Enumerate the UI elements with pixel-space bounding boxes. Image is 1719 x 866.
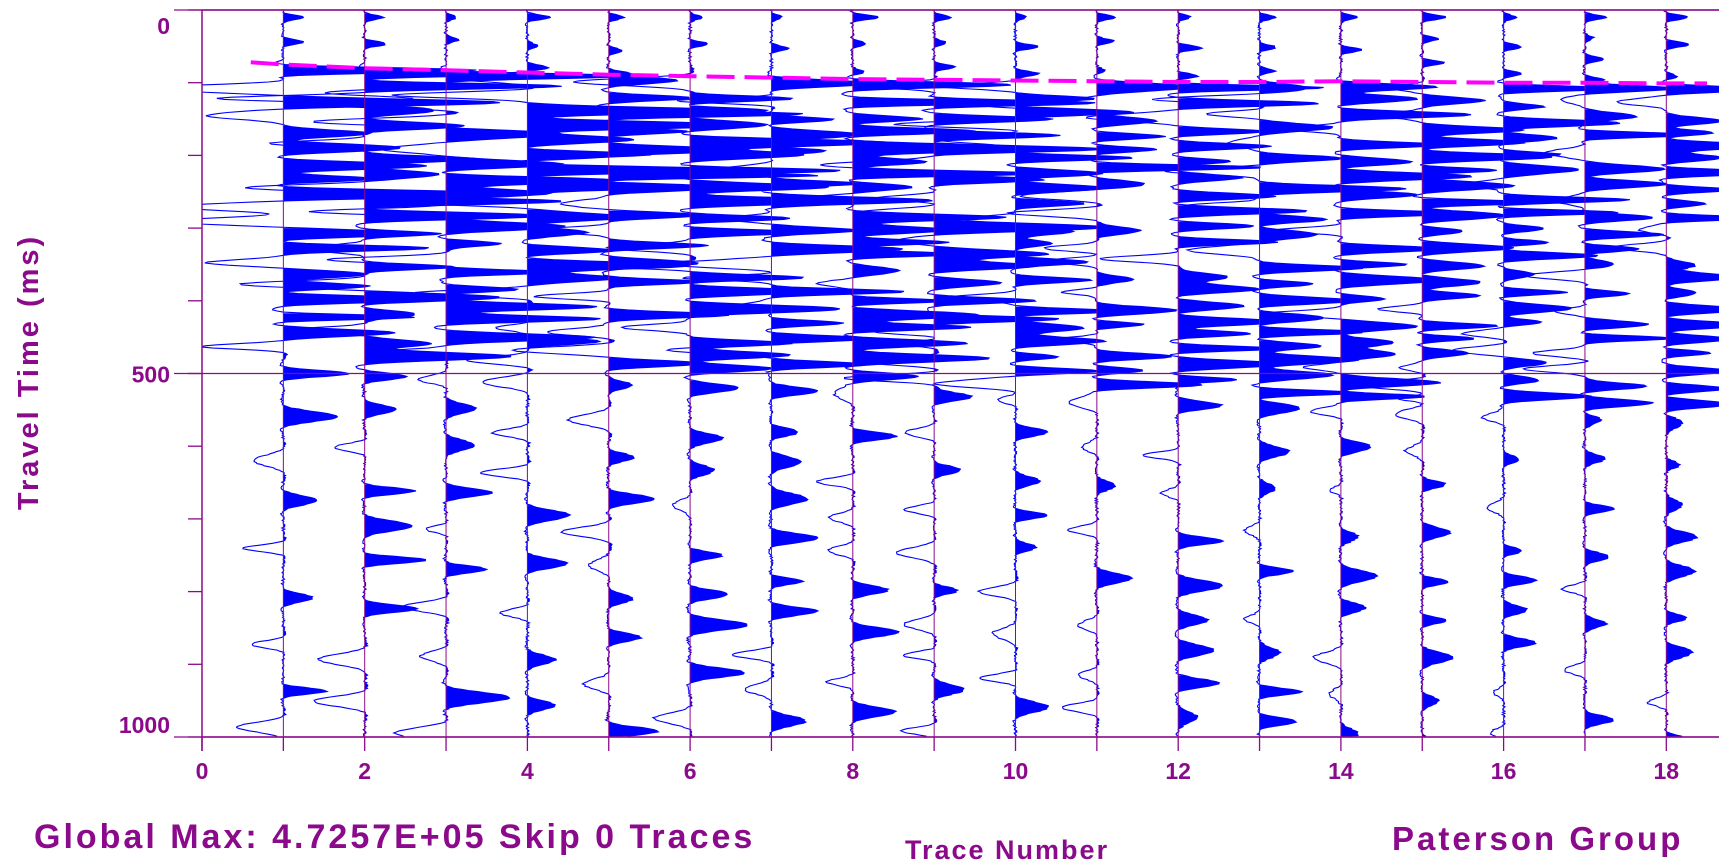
x-tick-label: 18: [1654, 758, 1680, 784]
global-max-label: Global Max: 4.7257E+05 Skip 0 Traces: [34, 818, 756, 856]
first-break-pick-line: [250, 60, 1707, 86]
trace-fill-13: [1259, 12, 1407, 737]
group-label: Paterson Group: [1392, 820, 1684, 857]
trace-fill-11: [1096, 13, 1261, 737]
axes: [201, 9, 1719, 751]
pick-line: [250, 60, 1707, 86]
y-tick-label: 0: [157, 13, 170, 39]
trace-wiggles: [202, 10, 1719, 737]
trace-fill-12: [1178, 13, 1324, 737]
x-tick-label: 10: [1003, 758, 1029, 784]
x-tick-label: 6: [684, 758, 697, 784]
x-tick-label: 12: [1165, 758, 1191, 784]
x-tick-label: 14: [1328, 758, 1354, 784]
trace-fill-5: [608, 11, 818, 737]
x-tick-label: 8: [846, 758, 859, 784]
y-tick-labels: 0 500 1000: [119, 13, 170, 738]
trace-fill-3: [446, 13, 628, 722]
trace-fill-10: [1015, 10, 1134, 737]
y-tick-label: 500: [132, 362, 170, 388]
trace-fill-7: [771, 11, 933, 732]
y-axis-label: Travel Time (ms): [13, 234, 45, 510]
trace-fill-14: [1340, 10, 1472, 737]
x-tick-labels: 0 2 4 6 8 10 12 14 16 18: [196, 758, 1680, 784]
x-axis-label: Trace Number: [905, 835, 1110, 865]
x-tick-label: 2: [358, 758, 371, 784]
x-tick-label: 16: [1491, 758, 1517, 784]
y-tick-label: 1000: [119, 712, 170, 738]
x-tick-label: 0: [196, 758, 209, 784]
x-tick-label: 4: [521, 758, 534, 784]
trace-fill-15: [1422, 12, 1552, 737]
